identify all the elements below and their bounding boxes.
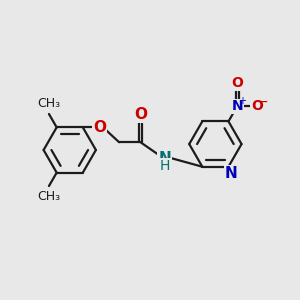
Text: O: O — [93, 120, 106, 135]
Text: O: O — [231, 76, 243, 90]
Text: CH₃: CH₃ — [38, 190, 61, 203]
Text: H: H — [160, 159, 170, 173]
Text: O: O — [251, 100, 262, 113]
Text: −: − — [256, 94, 268, 108]
Text: N: N — [158, 151, 171, 166]
Text: N: N — [225, 166, 238, 181]
Text: O: O — [134, 107, 147, 122]
Text: N: N — [231, 100, 243, 113]
Text: +: + — [238, 96, 246, 106]
Text: CH₃: CH₃ — [38, 97, 61, 110]
